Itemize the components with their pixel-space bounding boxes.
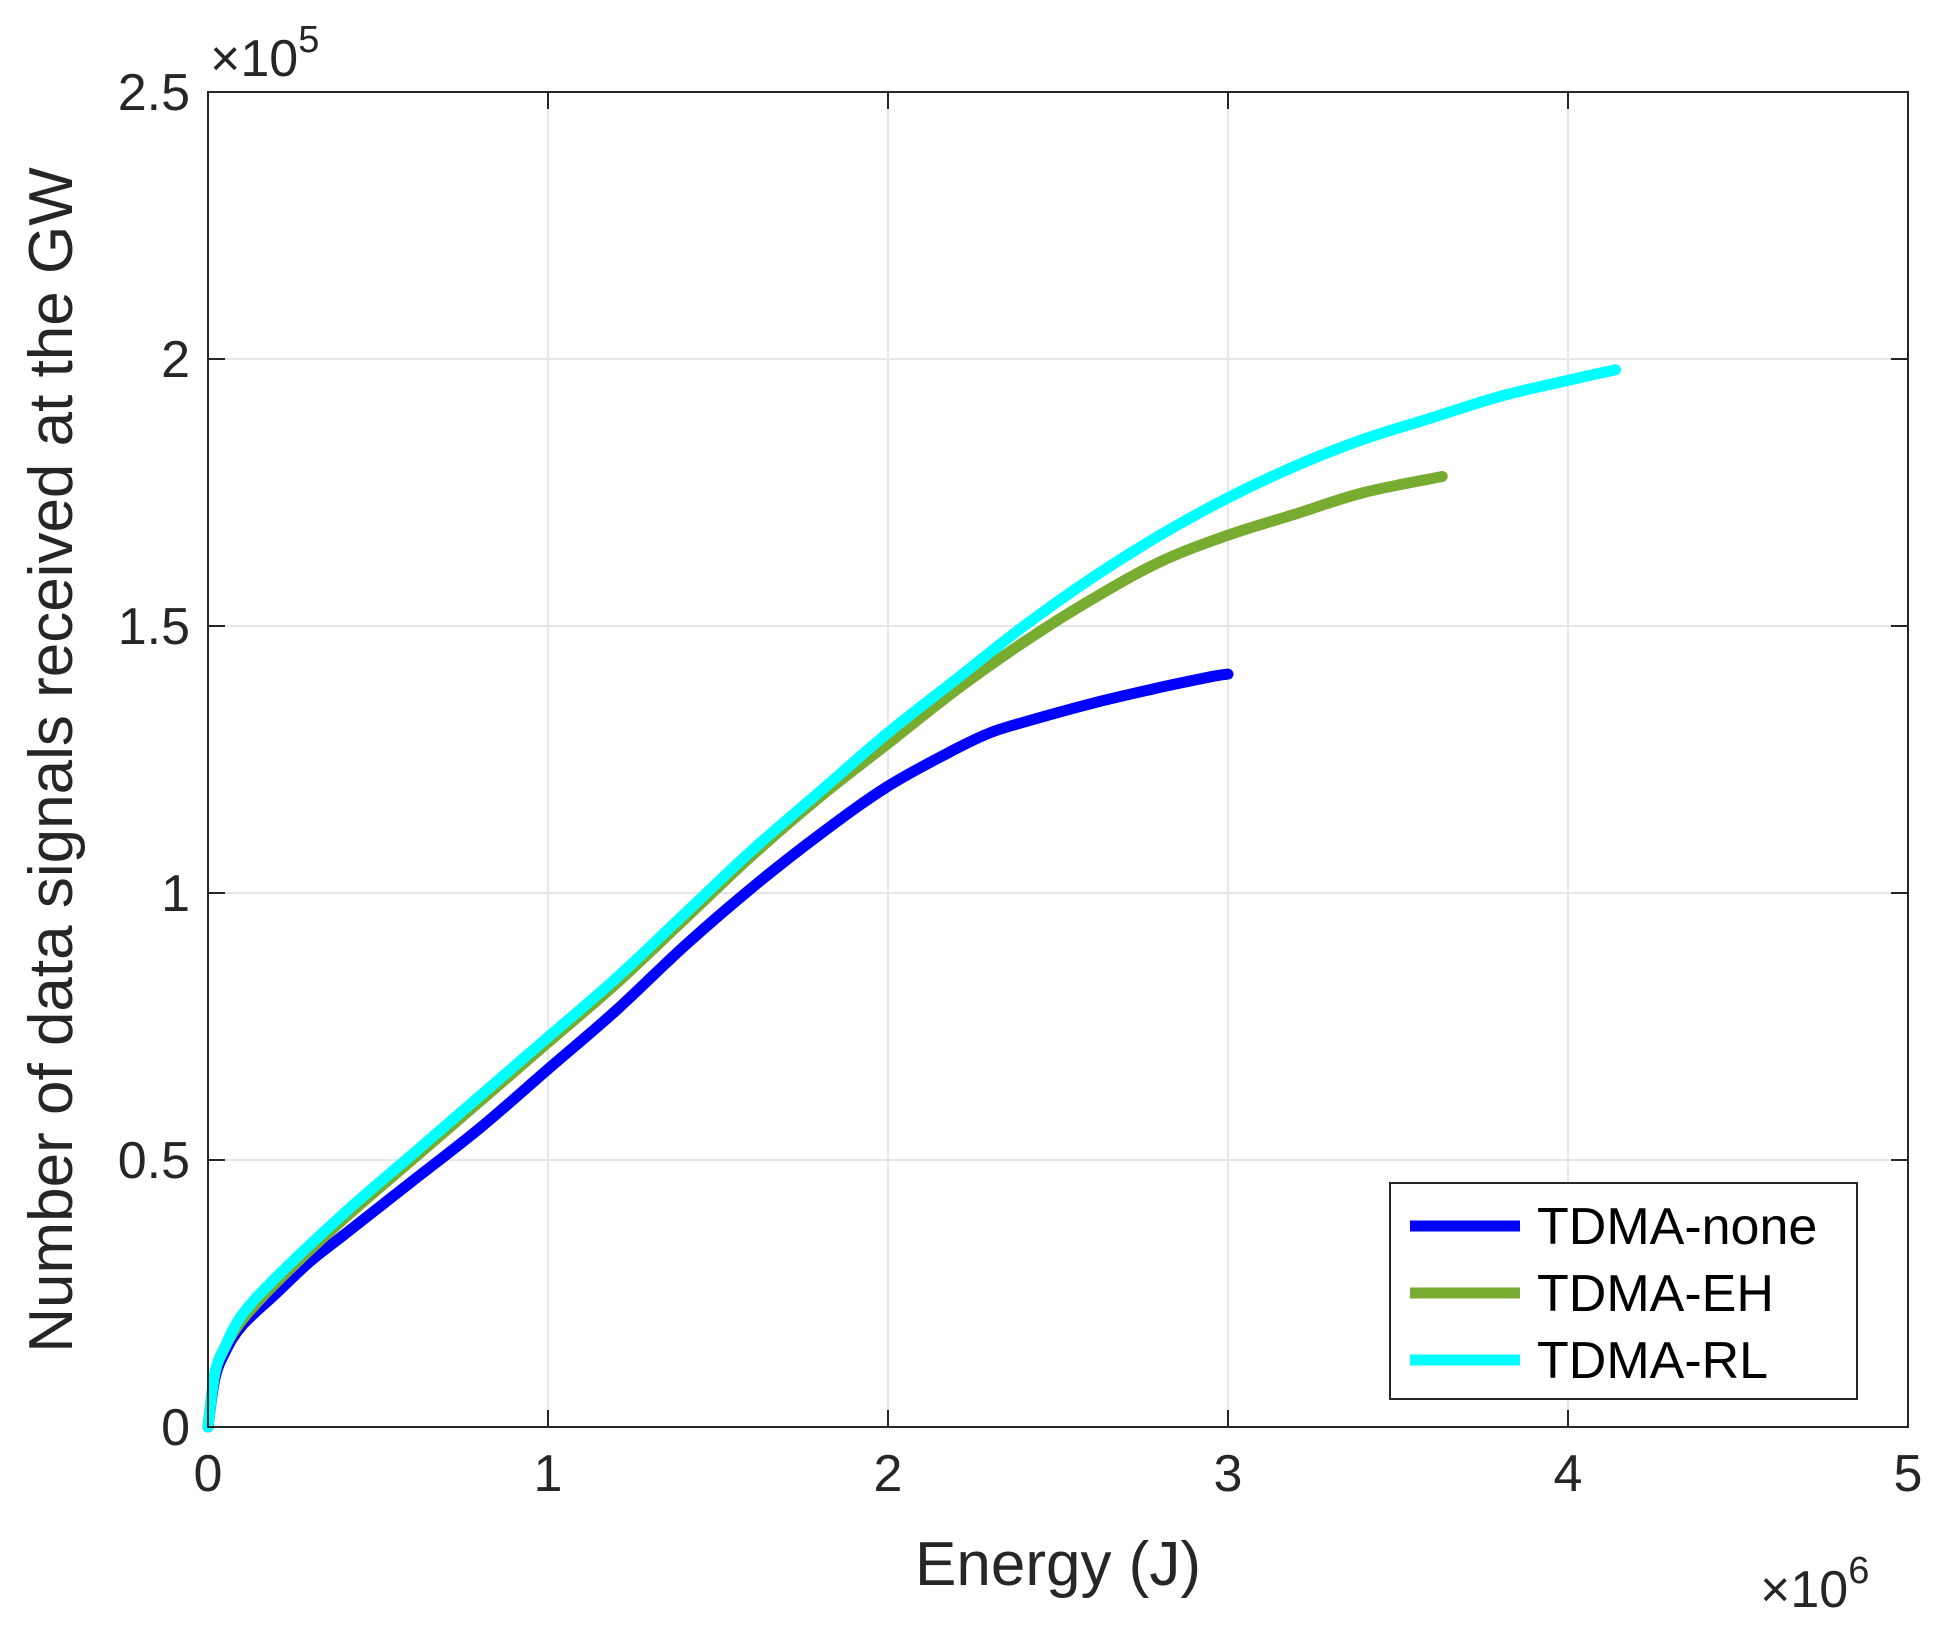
legend-label-tdma-none: TDMA-none [1537,1198,1817,1256]
y-tick-label: 0 [161,1399,190,1457]
y-tick-label: 2.5 [118,64,190,122]
x-tick-label: 5 [1894,1445,1923,1503]
y-exponent-power: 5 [298,19,319,61]
x-tick-label: 1 [534,1445,563,1503]
ticks [207,91,1909,1428]
x-tick-label: 0 [194,1445,223,1503]
x-axis-title: Energy (J) [915,1530,1201,1599]
x-exponent-base: 10 [1790,1561,1848,1619]
y-exponent-label: ×105 [210,19,319,88]
legend-label-tdma-rl: TDMA-RL [1537,1332,1768,1390]
y-exponent-times: × [210,30,240,88]
y-tick-label: 1 [161,865,190,923]
y-tick-label: 2 [161,331,190,389]
series-line-tdma-none [202,668,1234,1433]
x-exponent-power: 6 [1848,1550,1869,1592]
axes-box [207,91,1909,1428]
series-line-tdma-rl [202,364,1622,1433]
x-tick-label: 4 [1554,1445,1583,1503]
y-tick-label: 1.5 [118,598,190,656]
legend-label-tdma-eh: TDMA-EH [1537,1265,1774,1323]
x-tick-label: 3 [1214,1445,1243,1503]
x-exponent-times: × [1760,1561,1790,1619]
y-exponent-base: 10 [240,30,298,88]
series-layer [202,364,1622,1433]
y-axis-title: Number of data signals received at the G… [17,167,86,1353]
y-tick-label: 0.5 [118,1132,190,1190]
legend: TDMA-none TDMA-EH TDMA-RL [1389,1182,1858,1400]
x-exponent-label: ×106 [1760,1550,1869,1619]
x-tick-label: 2 [874,1445,903,1503]
tick-labels: 0 1 2 3 4 5 0 0.5 1 1.5 2 2.5 [118,64,1923,1503]
